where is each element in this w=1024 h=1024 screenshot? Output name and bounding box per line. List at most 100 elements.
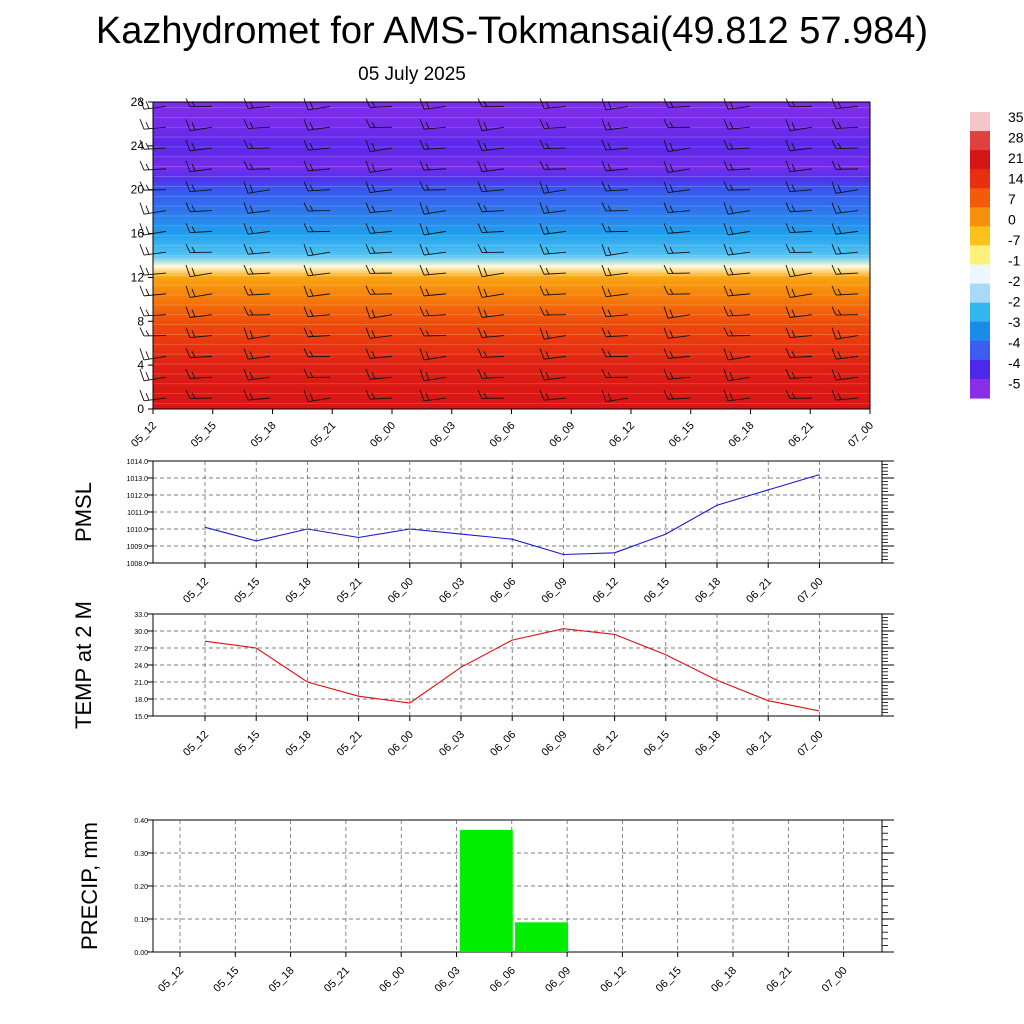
- wind-barb: [365, 202, 393, 213]
- x-tick-label: 05_21: [335, 576, 365, 606]
- colorbar-label: -5: [1008, 376, 1021, 392]
- wind-barb: [365, 389, 393, 400]
- wind-barb: [785, 139, 813, 152]
- y-tick-label: 24: [131, 139, 145, 153]
- x-tick-label: 05_15: [232, 576, 262, 606]
- wind-barb: [419, 98, 447, 110]
- x-tick-label: 05_18: [267, 965, 297, 995]
- colorbar-swatch: [970, 188, 990, 208]
- wind-barb: [139, 119, 167, 130]
- x-tick-label: 06_15: [642, 729, 672, 759]
- wind-barb: [185, 202, 213, 213]
- x-tick-label: 06_12: [598, 965, 628, 995]
- wind-barb: [539, 202, 567, 214]
- wind-barb: [303, 223, 331, 233]
- wind-barb: [139, 264, 167, 276]
- x-tick-label: 06_09: [543, 965, 573, 995]
- wind-barb: [723, 264, 751, 276]
- y-tick-label: 18.0: [134, 697, 148, 704]
- colorbar-label: 7: [1008, 191, 1016, 207]
- wind-barb: [185, 160, 213, 173]
- colorbar-swatch: [970, 359, 990, 380]
- y-axis-label: PMSL: [71, 482, 96, 542]
- wind-barb: [419, 389, 447, 402]
- wind-barb: [601, 306, 629, 318]
- wind-barb: [831, 181, 859, 194]
- y-tick-label: 33.0: [134, 612, 148, 619]
- wind-barb: [601, 160, 629, 172]
- x-tick-label: 06_21: [744, 729, 774, 759]
- x-tick-label: 06_03: [437, 729, 467, 759]
- wind-barb: [663, 369, 691, 380]
- colorbar-label: -7: [1008, 232, 1021, 248]
- x-tick-label: 06_03: [433, 965, 463, 995]
- y-tick-label: 1009.0: [127, 544, 149, 551]
- wind-barb: [785, 348, 813, 359]
- wind-barb: [419, 202, 447, 215]
- y-tick-label: 0.10: [134, 917, 148, 924]
- wind-barb: [477, 202, 505, 213]
- wind-barb: [419, 306, 447, 317]
- x-tick-label: 05_15: [189, 420, 219, 450]
- wind-barb: [601, 119, 629, 131]
- wind-barb: [663, 285, 691, 295]
- y-tick-label: 1012.0: [127, 493, 149, 500]
- wind-barb: [477, 264, 505, 278]
- y-tick-label: 30.0: [134, 629, 148, 636]
- x-tick-label: 07_00: [846, 420, 876, 450]
- x-tick-label: 06_00: [368, 420, 398, 450]
- wind-barb: [723, 389, 751, 402]
- wind-barb: [539, 160, 567, 170]
- wind-barb: [243, 139, 271, 149]
- colorbar-swatch: [970, 378, 990, 399]
- y-tick-label: 27.0: [134, 646, 148, 653]
- x-tick-label: 06_21: [786, 420, 816, 450]
- wind-barb: [539, 264, 567, 275]
- wind-barb: [539, 389, 567, 401]
- wind-barb: [477, 348, 505, 359]
- y-tick-label: 16: [131, 227, 145, 241]
- x-tick-label: 06_15: [642, 576, 672, 606]
- x-tick-label: 06_18: [727, 420, 757, 450]
- y-axis-label: PRECIP, mm: [77, 822, 102, 950]
- wind-barb: [831, 119, 859, 129]
- wind-barb: [185, 139, 213, 152]
- wind-barb: [185, 285, 213, 298]
- wind-barb: [419, 369, 447, 382]
- x-tick-label: 06_09: [539, 576, 569, 606]
- colorbar-swatch: [970, 150, 990, 170]
- x-tick-label: 07_00: [795, 729, 825, 759]
- wind-barb: [243, 285, 271, 296]
- wind-barb: [539, 139, 567, 149]
- wind-barb: [185, 327, 213, 338]
- wind-barb: [539, 369, 567, 381]
- wind-barb: [601, 244, 629, 257]
- wind-barb: [601, 285, 629, 298]
- wind-barb: [243, 244, 271, 255]
- colorbar-swatch: [970, 207, 990, 227]
- wind-barb: [831, 389, 859, 401]
- wind-barb: [303, 244, 331, 257]
- wind-barb: [785, 181, 813, 193]
- wind-barb: [477, 181, 505, 193]
- wind-barb: [139, 181, 167, 191]
- x-tick-label: 06_06: [488, 965, 518, 995]
- wind-barb: [663, 306, 691, 319]
- colorbar-swatch: [970, 302, 990, 323]
- wind-barb: [365, 285, 393, 295]
- colorbar-swatch: [970, 283, 990, 304]
- wind-barb: [419, 327, 447, 337]
- x-tick-label: 06_12: [591, 576, 621, 606]
- wind-barb: [601, 139, 629, 151]
- wind-barb: [723, 285, 751, 297]
- wind-barb: [477, 223, 505, 234]
- wind-barb: [185, 389, 213, 399]
- wind-barb: [723, 181, 751, 191]
- wind-barb: [303, 119, 331, 131]
- wind-barb: [303, 202, 331, 212]
- colorbar-swatch: [970, 112, 990, 132]
- x-tick-label: 05_15: [232, 729, 262, 759]
- wind-barb: [601, 98, 629, 111]
- wind-barb: [185, 369, 213, 379]
- y-tick-label: 24.0: [134, 663, 148, 670]
